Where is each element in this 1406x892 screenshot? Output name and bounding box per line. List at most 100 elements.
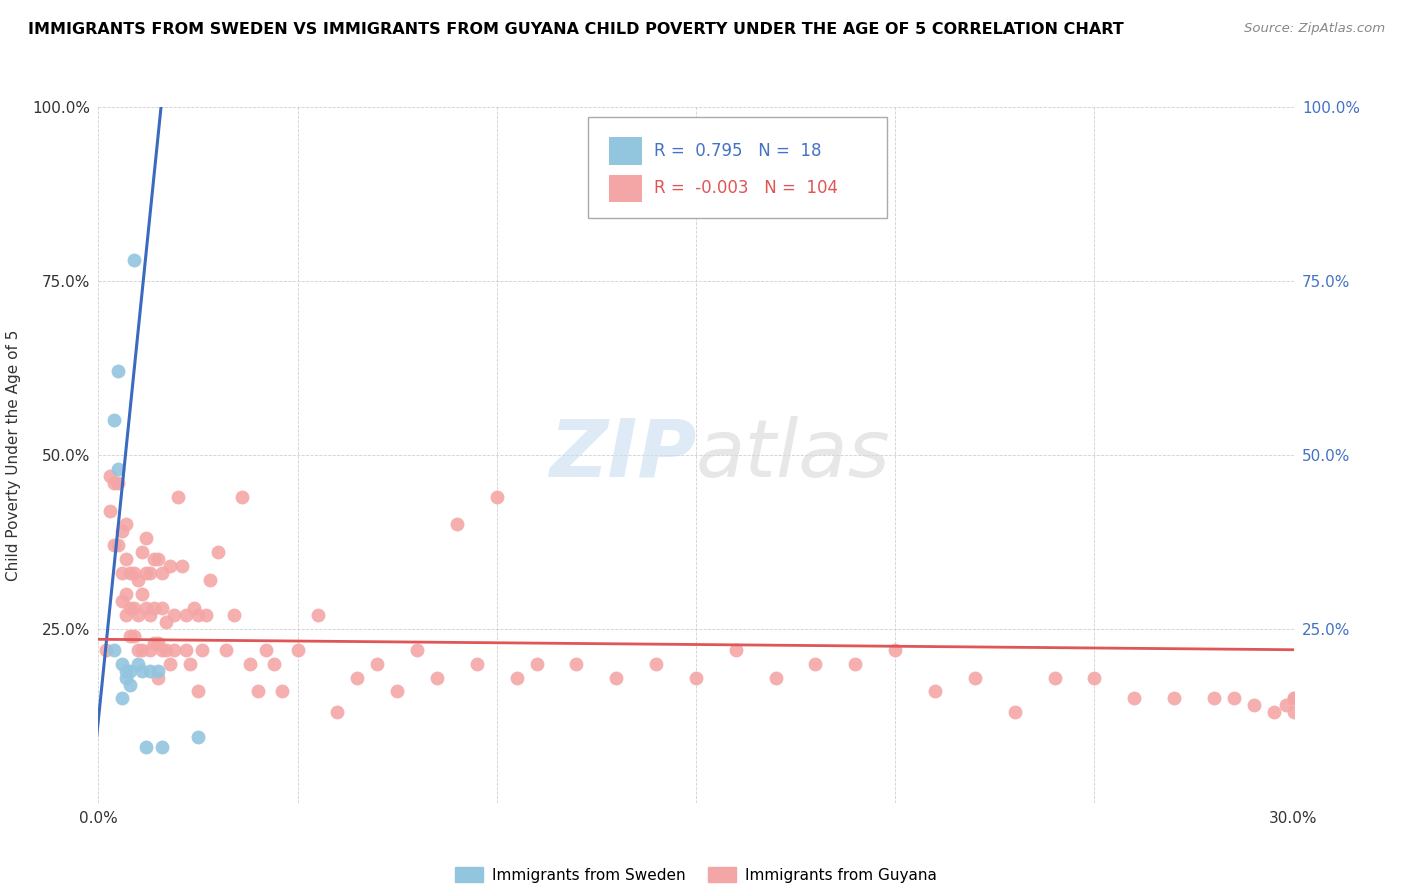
Point bbox=[103, 642, 125, 657]
Point bbox=[148, 671, 170, 685]
Point bbox=[765, 671, 787, 685]
FancyBboxPatch shape bbox=[588, 118, 887, 219]
Point bbox=[135, 532, 157, 546]
Text: R =  -0.003   N =  104: R = -0.003 N = 104 bbox=[654, 179, 838, 197]
Point bbox=[100, 503, 122, 517]
Point bbox=[1004, 706, 1026, 720]
Point bbox=[120, 629, 142, 643]
Point bbox=[605, 671, 627, 685]
Point bbox=[96, 642, 118, 657]
Legend: Immigrants from Sweden, Immigrants from Guyana: Immigrants from Sweden, Immigrants from … bbox=[449, 861, 943, 888]
Point bbox=[172, 559, 194, 574]
Point bbox=[148, 552, 170, 566]
Point bbox=[804, 657, 827, 671]
Point bbox=[963, 671, 986, 685]
Point bbox=[307, 607, 329, 622]
Point bbox=[724, 642, 747, 657]
Point bbox=[148, 636, 170, 650]
Point bbox=[366, 657, 388, 671]
Point bbox=[135, 740, 157, 755]
Point bbox=[120, 664, 142, 678]
Text: ZIP: ZIP bbox=[548, 416, 696, 494]
Point bbox=[1202, 691, 1225, 706]
Point bbox=[111, 657, 134, 671]
Point bbox=[150, 601, 173, 615]
Point bbox=[124, 566, 146, 581]
Point bbox=[127, 642, 149, 657]
Point bbox=[139, 607, 162, 622]
Point bbox=[127, 573, 149, 587]
Point bbox=[485, 490, 508, 504]
Point bbox=[506, 671, 529, 685]
Point bbox=[239, 657, 262, 671]
Point bbox=[1083, 671, 1105, 685]
Point bbox=[159, 657, 181, 671]
Point bbox=[124, 601, 146, 615]
Point bbox=[254, 642, 277, 657]
Point bbox=[124, 629, 146, 643]
Point bbox=[150, 566, 173, 581]
Point bbox=[1282, 691, 1305, 706]
Point bbox=[179, 657, 201, 671]
Point bbox=[645, 657, 668, 671]
Point bbox=[111, 691, 134, 706]
Point bbox=[155, 615, 177, 629]
Point bbox=[844, 657, 866, 671]
Point bbox=[191, 642, 214, 657]
Point bbox=[1222, 691, 1246, 706]
Point bbox=[174, 642, 197, 657]
Point bbox=[163, 607, 186, 622]
Point bbox=[526, 657, 548, 671]
Point bbox=[131, 545, 153, 559]
Point bbox=[143, 552, 166, 566]
Point bbox=[143, 601, 166, 615]
Point bbox=[120, 677, 142, 691]
Point bbox=[135, 566, 157, 581]
Point bbox=[107, 364, 129, 378]
Point bbox=[107, 475, 129, 490]
Point bbox=[120, 601, 142, 615]
Point bbox=[167, 490, 190, 504]
Point bbox=[111, 594, 134, 608]
Point bbox=[163, 642, 186, 657]
Point bbox=[924, 684, 946, 698]
Point bbox=[174, 607, 197, 622]
Point bbox=[195, 607, 218, 622]
Point bbox=[148, 664, 170, 678]
Point bbox=[446, 517, 468, 532]
Point bbox=[135, 601, 157, 615]
Point bbox=[1282, 706, 1305, 720]
Point bbox=[246, 684, 269, 698]
Point bbox=[326, 706, 349, 720]
Point bbox=[198, 573, 221, 587]
Point bbox=[287, 642, 309, 657]
Point bbox=[150, 740, 173, 755]
Point bbox=[406, 642, 429, 657]
FancyBboxPatch shape bbox=[609, 175, 643, 202]
Point bbox=[155, 642, 177, 657]
Point bbox=[159, 559, 181, 574]
Text: atlas: atlas bbox=[696, 416, 891, 494]
Point bbox=[111, 566, 134, 581]
Point bbox=[139, 566, 162, 581]
Point bbox=[385, 684, 409, 698]
Point bbox=[231, 490, 253, 504]
Point bbox=[103, 413, 125, 427]
Text: R =  0.795   N =  18: R = 0.795 N = 18 bbox=[654, 142, 821, 160]
Point bbox=[565, 657, 588, 671]
Point bbox=[183, 601, 205, 615]
Point bbox=[1282, 691, 1305, 706]
Point bbox=[127, 657, 149, 671]
Point bbox=[115, 552, 138, 566]
Point bbox=[187, 607, 209, 622]
Point bbox=[127, 607, 149, 622]
Point bbox=[115, 517, 138, 532]
Point bbox=[207, 545, 229, 559]
Point bbox=[1163, 691, 1185, 706]
Point bbox=[124, 253, 146, 268]
Text: IMMIGRANTS FROM SWEDEN VS IMMIGRANTS FROM GUYANA CHILD POVERTY UNDER THE AGE OF : IMMIGRANTS FROM SWEDEN VS IMMIGRANTS FRO… bbox=[28, 22, 1123, 37]
Point bbox=[150, 642, 173, 657]
Y-axis label: Child Poverty Under the Age of 5: Child Poverty Under the Age of 5 bbox=[6, 329, 21, 581]
Point bbox=[120, 566, 142, 581]
FancyBboxPatch shape bbox=[609, 137, 643, 165]
